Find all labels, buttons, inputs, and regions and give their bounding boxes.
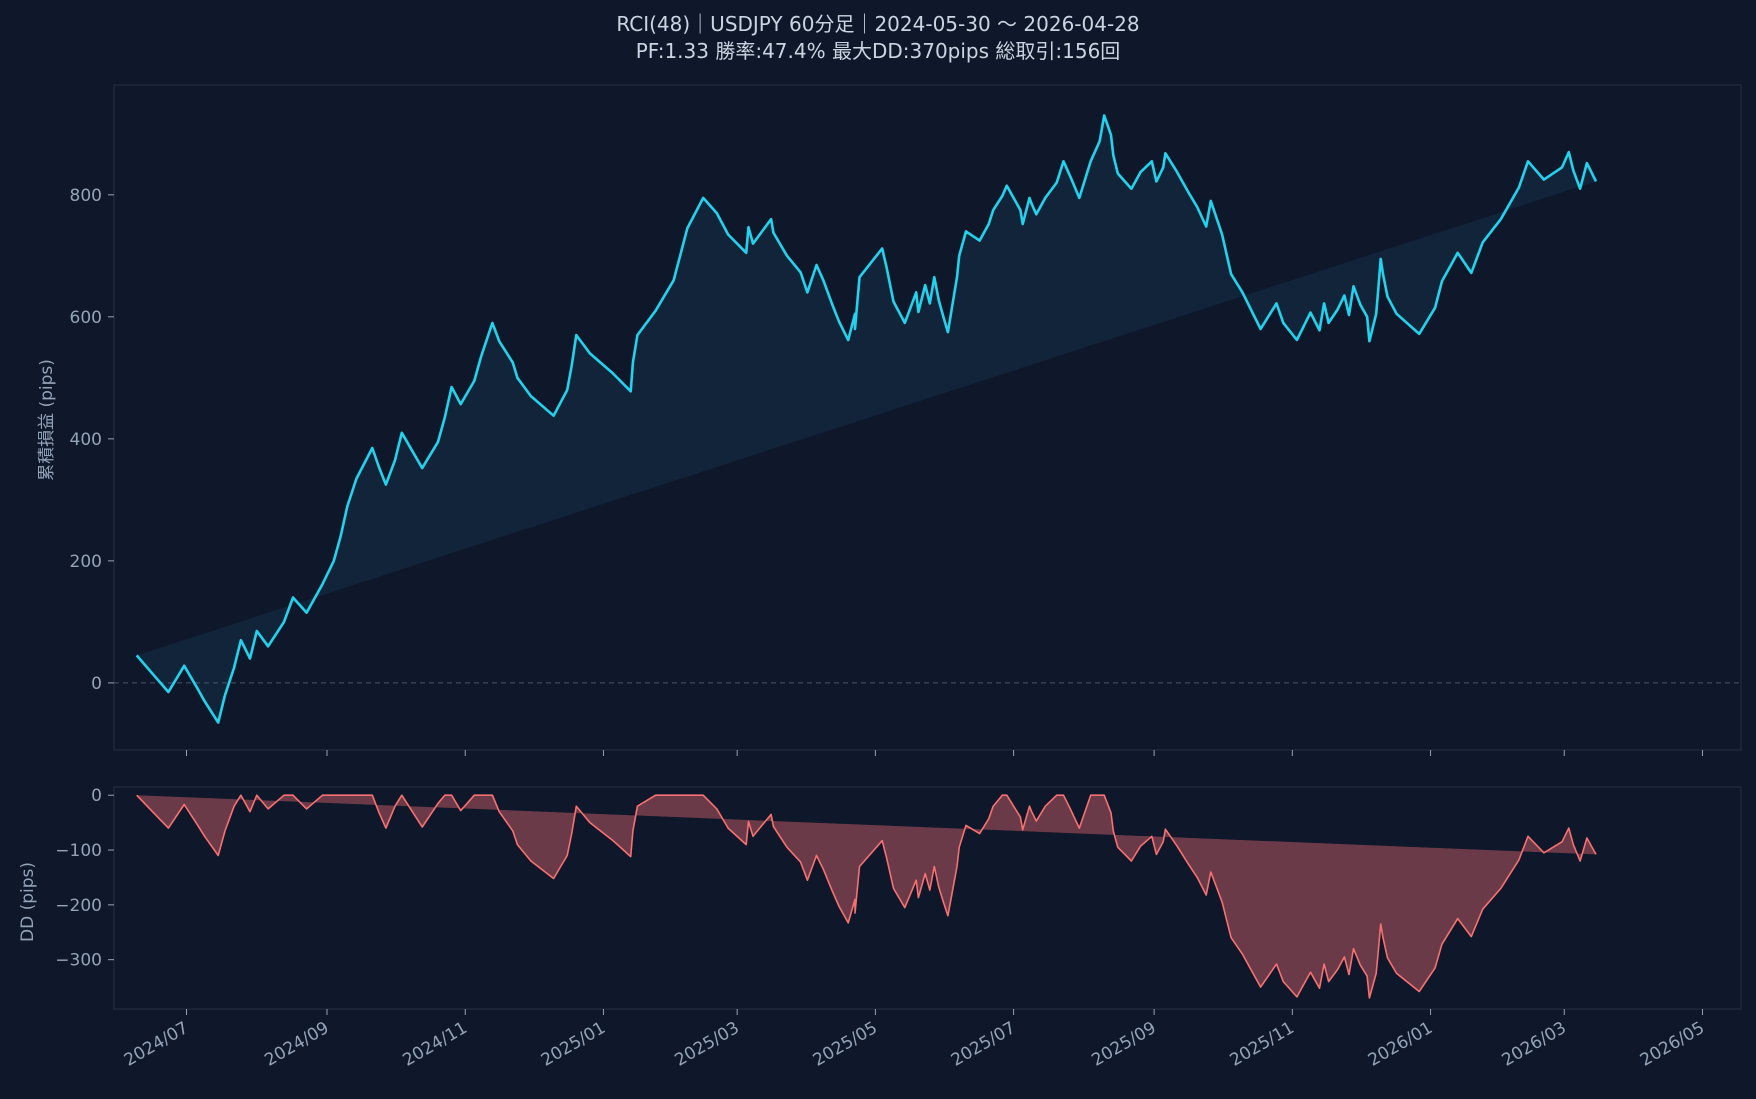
dd-y-tick-label: 0	[91, 786, 102, 806]
equity-y-axis-label: 累積損益 (pips)	[37, 359, 57, 481]
equity-y-tick-label: 200	[70, 552, 102, 572]
dd-y-axis-label: DD (pips)	[18, 862, 38, 942]
equity-y-tick-label: 800	[70, 186, 102, 206]
dd-y-tick-label: −100	[55, 841, 102, 861]
equity-y-tick-label: 0	[91, 674, 102, 694]
equity-y-tick-label: 600	[70, 308, 102, 328]
chart-subtitle: PF:1.33 勝率:47.4% 最大DD:370pips 総取引:156回	[636, 39, 1121, 63]
equity-x-ticks	[186, 750, 1703, 756]
equity-line	[135, 114, 1598, 724]
equity-plot-frame	[113, 84, 1742, 751]
equity-y-axis: 0 200 400 600 800	[70, 186, 114, 694]
dd-y-tick-label: −200	[55, 896, 102, 916]
equity-panel: 0 200 400 600 800 累積損益 (pips)	[37, 84, 1742, 756]
dd-y-tick-label: −300	[55, 951, 102, 971]
drawdown-area	[136, 795, 1597, 998]
dd-y-axis: 0 −100 −200 −300	[55, 786, 114, 971]
drawdown-line	[136, 794, 1597, 999]
dd-plot-frame	[113, 786, 1742, 1010]
equity-y-tick-label: 400	[70, 430, 102, 450]
chart-title: RCI(48)｜USDJPY 60分足｜2024-05-30 〜 2026-04…	[616, 12, 1139, 36]
